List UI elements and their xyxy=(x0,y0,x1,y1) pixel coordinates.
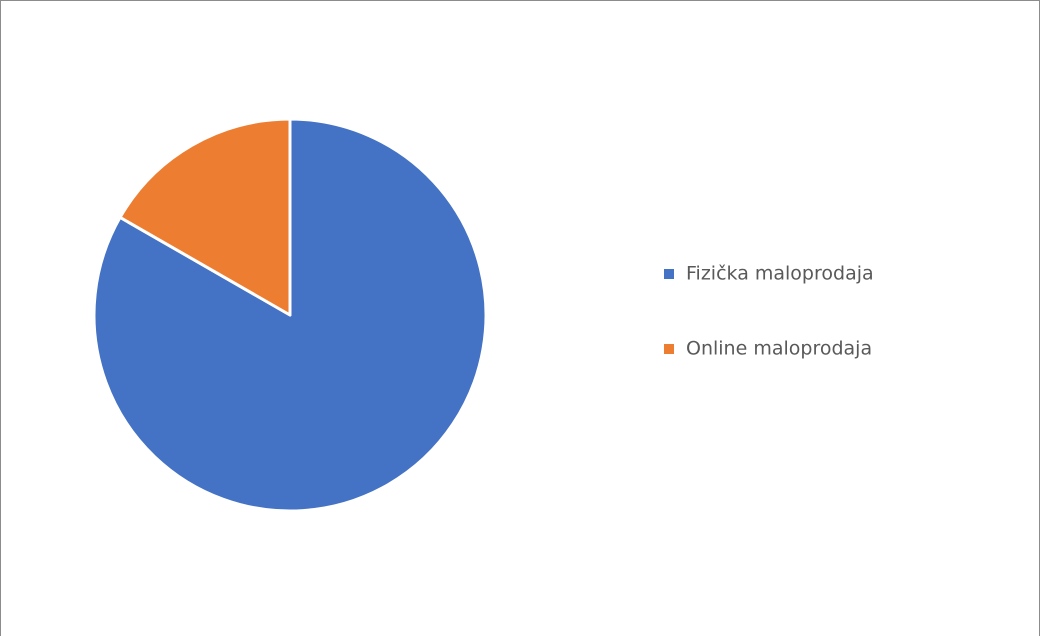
legend-label: Online maloprodaja xyxy=(686,338,872,360)
legend-swatch xyxy=(664,269,674,279)
legend-label: Fizička maloprodaja xyxy=(686,263,874,285)
legend-swatch xyxy=(664,344,674,354)
pie-slice xyxy=(118,117,292,317)
